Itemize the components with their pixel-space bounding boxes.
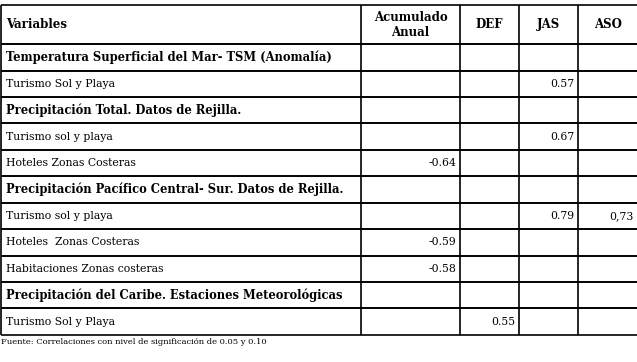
Text: 0.67: 0.67 bbox=[550, 132, 575, 142]
Text: ASO: ASO bbox=[594, 18, 622, 31]
Text: JAS: JAS bbox=[537, 18, 561, 31]
Text: Acumulado
Anual: Acumulado Anual bbox=[374, 11, 447, 39]
Text: 0.55: 0.55 bbox=[491, 317, 515, 327]
Text: -0.64: -0.64 bbox=[428, 158, 456, 168]
Text: DEF: DEF bbox=[476, 18, 503, 31]
Text: Turismo Sol y Playa: Turismo Sol y Playa bbox=[6, 79, 115, 89]
Text: Habitaciones Zonas costeras: Habitaciones Zonas costeras bbox=[6, 264, 163, 274]
Text: Turismo Sol y Playa: Turismo Sol y Playa bbox=[6, 317, 115, 327]
Text: -0.58: -0.58 bbox=[428, 264, 456, 274]
Text: Turismo sol y playa: Turismo sol y playa bbox=[6, 211, 113, 221]
Text: Variables: Variables bbox=[6, 18, 67, 31]
Text: Turismo sol y playa: Turismo sol y playa bbox=[6, 132, 113, 142]
Text: Precipitación Total. Datos de Rejilla.: Precipitación Total. Datos de Rejilla. bbox=[6, 104, 241, 117]
Text: Hoteles  Zonas Costeras: Hoteles Zonas Costeras bbox=[6, 237, 139, 247]
Text: -0.59: -0.59 bbox=[428, 237, 456, 247]
Text: Precipitación Pacífico Central- Sur. Datos de Rejilla.: Precipitación Pacífico Central- Sur. Dat… bbox=[6, 183, 343, 196]
Text: Precipitación del Caribe. Estaciones Meteorológicas: Precipitación del Caribe. Estaciones Met… bbox=[6, 289, 342, 302]
Text: 0,73: 0,73 bbox=[610, 211, 634, 221]
Text: Temperatura Superficial del Mar- TSM (Anomalía): Temperatura Superficial del Mar- TSM (An… bbox=[6, 51, 332, 64]
Text: Hoteles Zonas Costeras: Hoteles Zonas Costeras bbox=[6, 158, 136, 168]
Text: Fuente: Correlaciones con nivel de significación de 0.05 y 0.10: Fuente: Correlaciones con nivel de signi… bbox=[1, 338, 267, 346]
Text: 0.57: 0.57 bbox=[550, 79, 575, 89]
Text: 0.79: 0.79 bbox=[550, 211, 575, 221]
